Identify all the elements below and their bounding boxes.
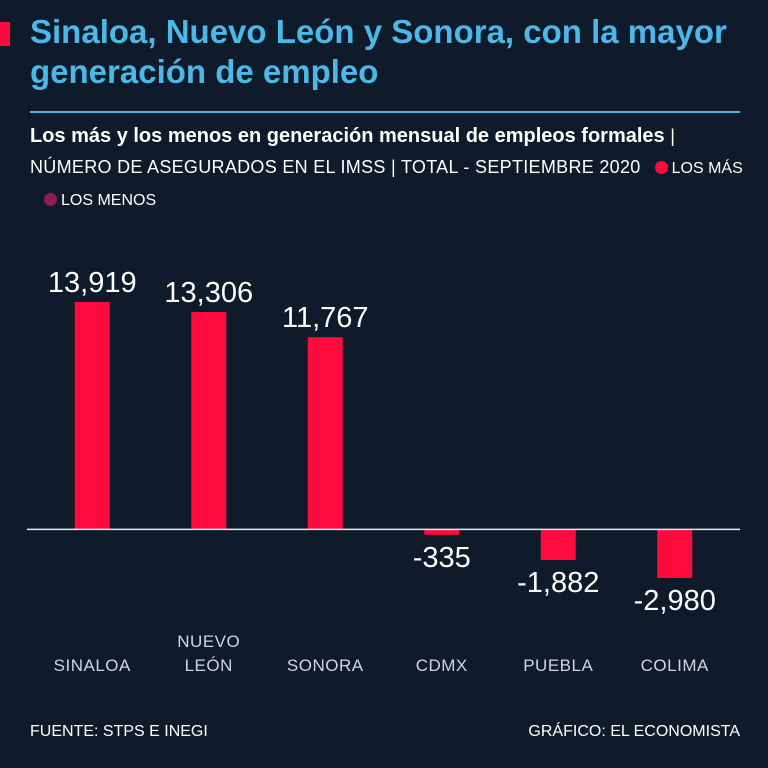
x-tick-label: SONORA bbox=[286, 656, 364, 675]
value-label: -1,882 bbox=[517, 567, 599, 599]
bar bbox=[307, 337, 343, 530]
bar bbox=[74, 302, 110, 530]
bar bbox=[540, 529, 576, 561]
legend-item: LOS MENOS bbox=[44, 192, 156, 209]
legend-label: LOS MÁS bbox=[671, 160, 743, 177]
x-tick-label: CDMX bbox=[415, 656, 468, 675]
x-tick-label: COLIMA bbox=[640, 656, 709, 675]
x-tick-label: SINALOA bbox=[53, 656, 131, 675]
title-accent bbox=[0, 22, 10, 46]
value-label: 11,767 bbox=[282, 302, 369, 334]
x-tick-label: PUEBLA bbox=[523, 656, 594, 675]
legend-swatch bbox=[654, 161, 668, 174]
subtitle: Los más y los menos en generación mensua… bbox=[30, 121, 750, 216]
source: FUENTE: STPS E INEGI bbox=[30, 723, 208, 740]
value-label: 13,919 bbox=[48, 267, 137, 299]
legend-label: LOS MENOS bbox=[61, 192, 157, 209]
subtitle-detail: | NÚMERO DE ASEGURADOS EN EL IMSS | TOTA… bbox=[30, 126, 676, 177]
legend-swatch bbox=[44, 193, 57, 206]
subtitle-main: Los más y los menos en generación mensua… bbox=[30, 125, 665, 147]
legend-item: LOS MÁS bbox=[654, 160, 743, 177]
title-rule bbox=[30, 111, 740, 113]
value-label: 13,306 bbox=[164, 277, 253, 309]
bar bbox=[191, 312, 227, 530]
bar bbox=[424, 529, 460, 535]
value-label: -335 bbox=[413, 542, 471, 574]
legend: LOS MÁS LOS MENOS bbox=[30, 156, 743, 210]
value-label: -2,980 bbox=[634, 585, 716, 617]
credit: GRÁFICO: EL ECONOMISTA bbox=[528, 723, 740, 740]
bar bbox=[657, 529, 693, 578]
chart-title: Sinaloa, Nuevo León y Sonora, con la may… bbox=[30, 13, 727, 90]
x-tick-label: NUEVO LEÓN bbox=[177, 632, 241, 675]
